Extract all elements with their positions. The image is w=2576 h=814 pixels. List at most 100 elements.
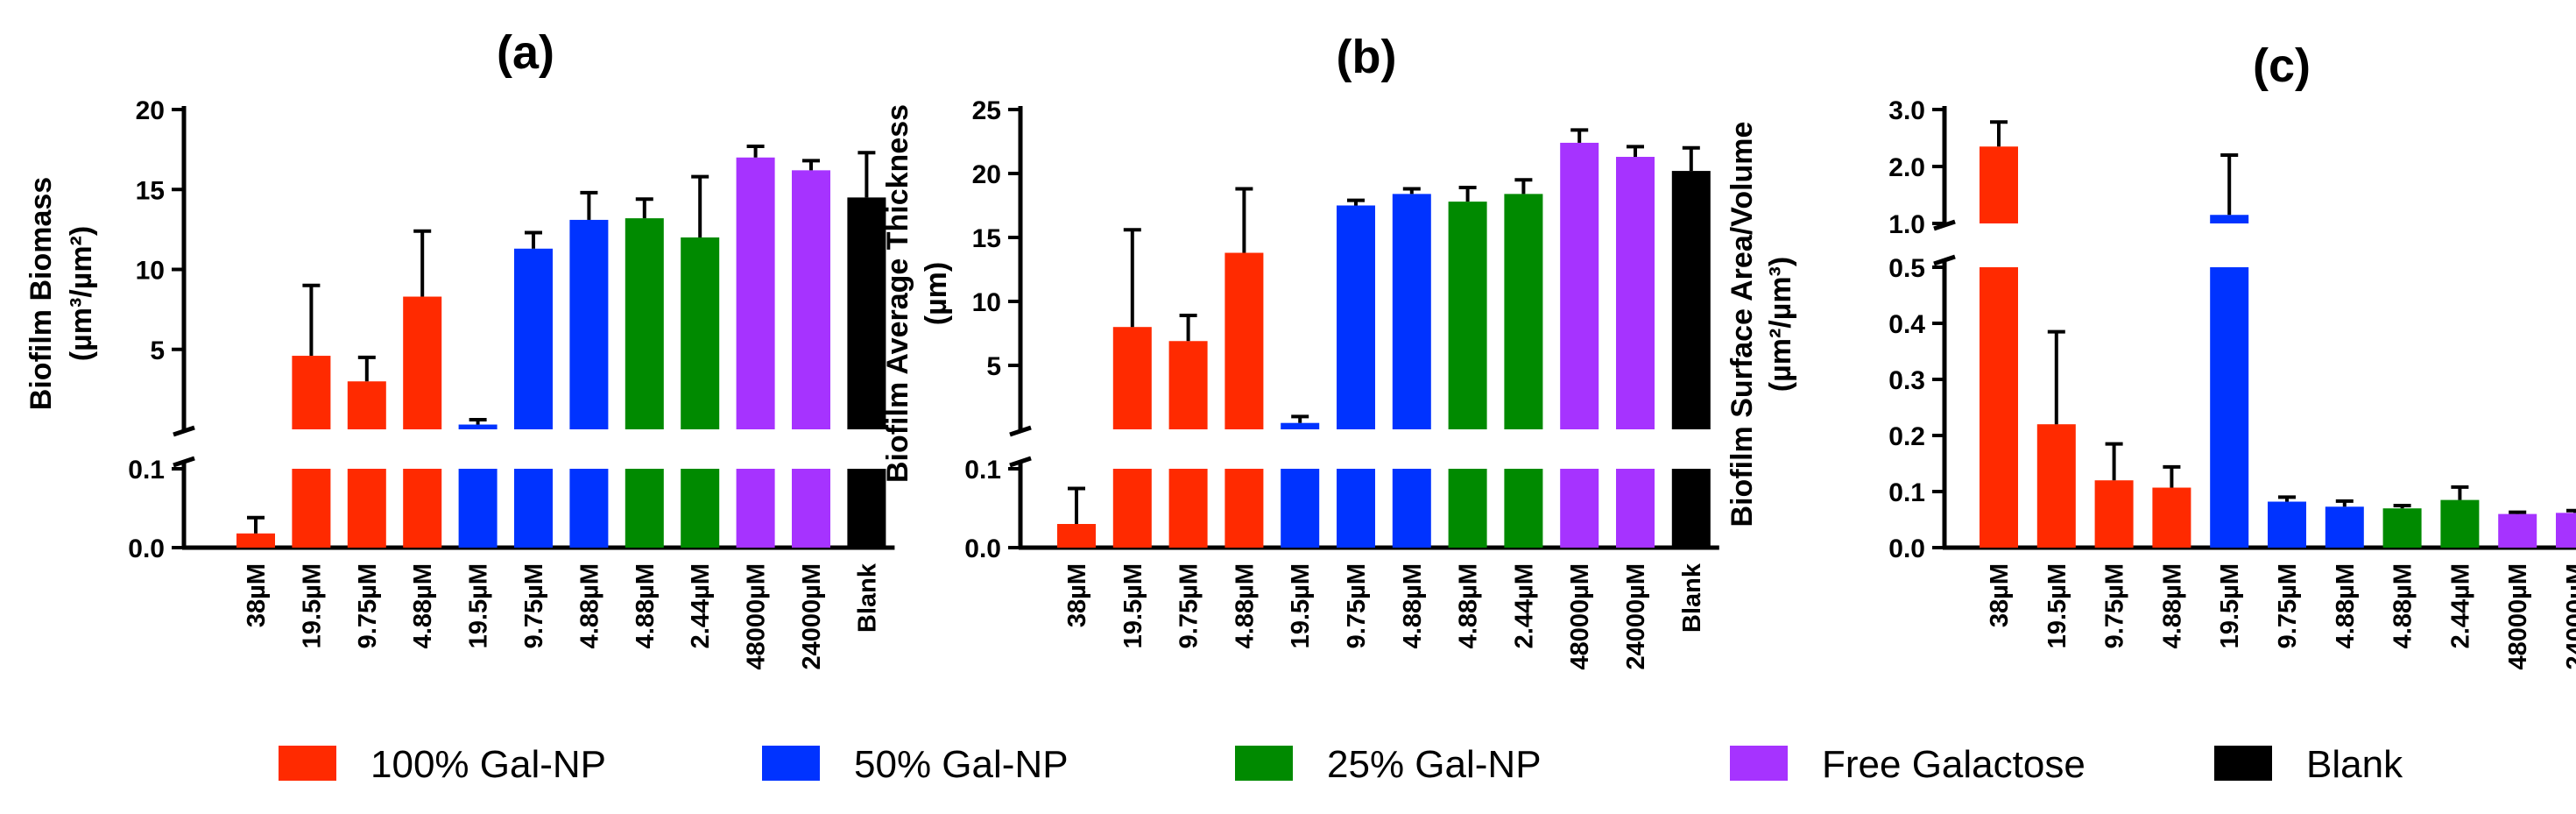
axis-break-mark — [173, 456, 195, 468]
bar — [2094, 480, 2134, 548]
legend-swatch — [279, 746, 336, 781]
bar-lower-segment — [736, 469, 775, 548]
y-tick-label: 5 — [150, 336, 165, 365]
bar-lower-segment — [1392, 469, 1431, 548]
bar-lower-segment — [403, 469, 442, 548]
bar-lower-segment — [514, 469, 553, 548]
x-tick-label: 4.88µM — [1399, 563, 1427, 648]
y-tick-label: 0.3 — [1888, 366, 1925, 395]
bar-lower-segment — [1504, 469, 1543, 548]
y-axis-unit: (µm) — [920, 262, 953, 325]
bar — [2036, 424, 2076, 548]
x-tick-label: 4.88µM — [575, 563, 603, 648]
bar — [1616, 157, 1655, 429]
y-tick-label: 1.0 — [1888, 210, 1925, 239]
bar — [403, 296, 442, 429]
legend: 100% Gal-NP 50% Gal-NP 25% Gal-NP Free Gala… — [279, 743, 2403, 786]
axis-break-mark — [1009, 456, 1032, 468]
chart-panel-2: (b) Biofilm Average Thickness (µm) 0.0 0.1 5 1… — [881, 31, 1719, 670]
bar — [1168, 341, 1208, 429]
y-tick-label: 20 — [136, 96, 165, 125]
x-tick-label: 48000µM — [743, 563, 771, 670]
x-tick-label: 19.5µM — [2043, 563, 2071, 648]
bar — [1112, 327, 1152, 429]
bar-lower-segment — [1281, 469, 1320, 548]
bar — [847, 197, 886, 429]
x-tick-label: 2.44µM — [1510, 563, 1538, 648]
y-tick-label: 0.2 — [1888, 422, 1925, 451]
bar — [1980, 146, 2018, 223]
bar — [2556, 513, 2576, 548]
bar — [347, 381, 386, 429]
bar — [1504, 194, 1543, 430]
legend-swatch — [1730, 746, 1788, 781]
bar — [1337, 205, 1375, 429]
y-tick-label: 0.1 — [128, 456, 165, 485]
x-tick-label: 2.44µM — [2446, 563, 2474, 648]
x-tick-label: 9.75µM — [354, 563, 382, 648]
bar-lower-segment — [569, 469, 609, 548]
y-tick-label: 0.0 — [128, 534, 165, 563]
y-axis-label: Biofilm Average Thickness — [881, 104, 914, 483]
bar-lower-segment — [1448, 469, 1487, 548]
bar-lower-segment — [292, 469, 331, 548]
y-axis-label: Biofilm Biomass — [25, 177, 58, 410]
bar — [2325, 506, 2364, 548]
x-tick-label: 19.5µM — [2216, 563, 2244, 648]
panel-title: (a) — [497, 26, 554, 79]
y-tick-label: 0.5 — [1888, 254, 1925, 283]
y-tick-label: 5 — [986, 352, 1001, 381]
bar-lower-segment — [347, 469, 386, 548]
y-tick-label: 25 — [972, 96, 1001, 125]
y-tick-label: 0.1 — [1888, 478, 1925, 507]
legend-label: Blank — [2306, 743, 2403, 786]
bar-lower-segment — [1616, 469, 1655, 548]
x-tick-label: 24000µM — [1622, 563, 1650, 670]
bar-lower-segment — [1337, 469, 1375, 548]
bar-lower-segment — [625, 469, 664, 548]
bar — [681, 237, 720, 429]
x-tick-label: 4.88µM — [1231, 563, 1259, 648]
bar — [2210, 215, 2249, 223]
bar-lower-segment — [681, 469, 720, 548]
bar-lower-segment — [2210, 267, 2249, 548]
bar — [1560, 142, 1599, 429]
legend-label: 100% Gal-NP — [371, 743, 606, 786]
y-axis-label: Biofilm Surface Area/Volume — [1726, 122, 1759, 527]
bar — [1448, 202, 1487, 429]
legend-label: 50% Gal-NP — [854, 743, 1069, 786]
bar — [792, 170, 830, 429]
bar — [1057, 524, 1096, 548]
x-tick-label: 19.5µM — [465, 563, 493, 648]
axis-break-mark — [1009, 425, 1032, 437]
x-tick-label: 9.75µM — [1175, 563, 1203, 648]
y-tick-label: 10 — [972, 288, 1001, 317]
y-tick-label: 0.0 — [1888, 534, 1925, 563]
y-tick-label: 0.1 — [964, 456, 1001, 485]
panel-title: (b) — [1337, 31, 1397, 83]
legend-swatch — [1235, 746, 1293, 781]
bar — [736, 157, 775, 429]
bar-lower-segment — [1671, 469, 1711, 548]
y-tick-label: 10 — [136, 257, 165, 286]
x-tick-label: 19.5µM — [298, 563, 326, 648]
bar — [2382, 508, 2422, 548]
bar-lower-segment — [1560, 469, 1599, 548]
y-tick-label: 0.0 — [964, 534, 1001, 563]
x-tick-label: 48000µM — [1566, 563, 1594, 670]
x-tick-label: 38µM — [1986, 563, 2014, 627]
x-tick-label: 4.88µM — [2332, 563, 2360, 648]
x-tick-label: 4.88µM — [632, 563, 660, 648]
x-tick-label: 4.88µM — [2389, 563, 2417, 648]
y-axis-unit: (µm³/µm²) — [65, 226, 98, 361]
panel-title: (c) — [2253, 39, 2311, 92]
x-tick-label: 19.5µM — [1119, 563, 1147, 648]
bar-lower-segment — [1980, 267, 2018, 548]
x-tick-label: 4.88µM — [409, 563, 437, 648]
bar-lower-segment — [1112, 469, 1152, 548]
x-tick-label: 9.75µM — [520, 563, 548, 648]
y-tick-label: 15 — [972, 224, 1001, 253]
axis-break-mark — [1933, 254, 1956, 266]
x-tick-label: 4.88µM — [2158, 563, 2186, 648]
